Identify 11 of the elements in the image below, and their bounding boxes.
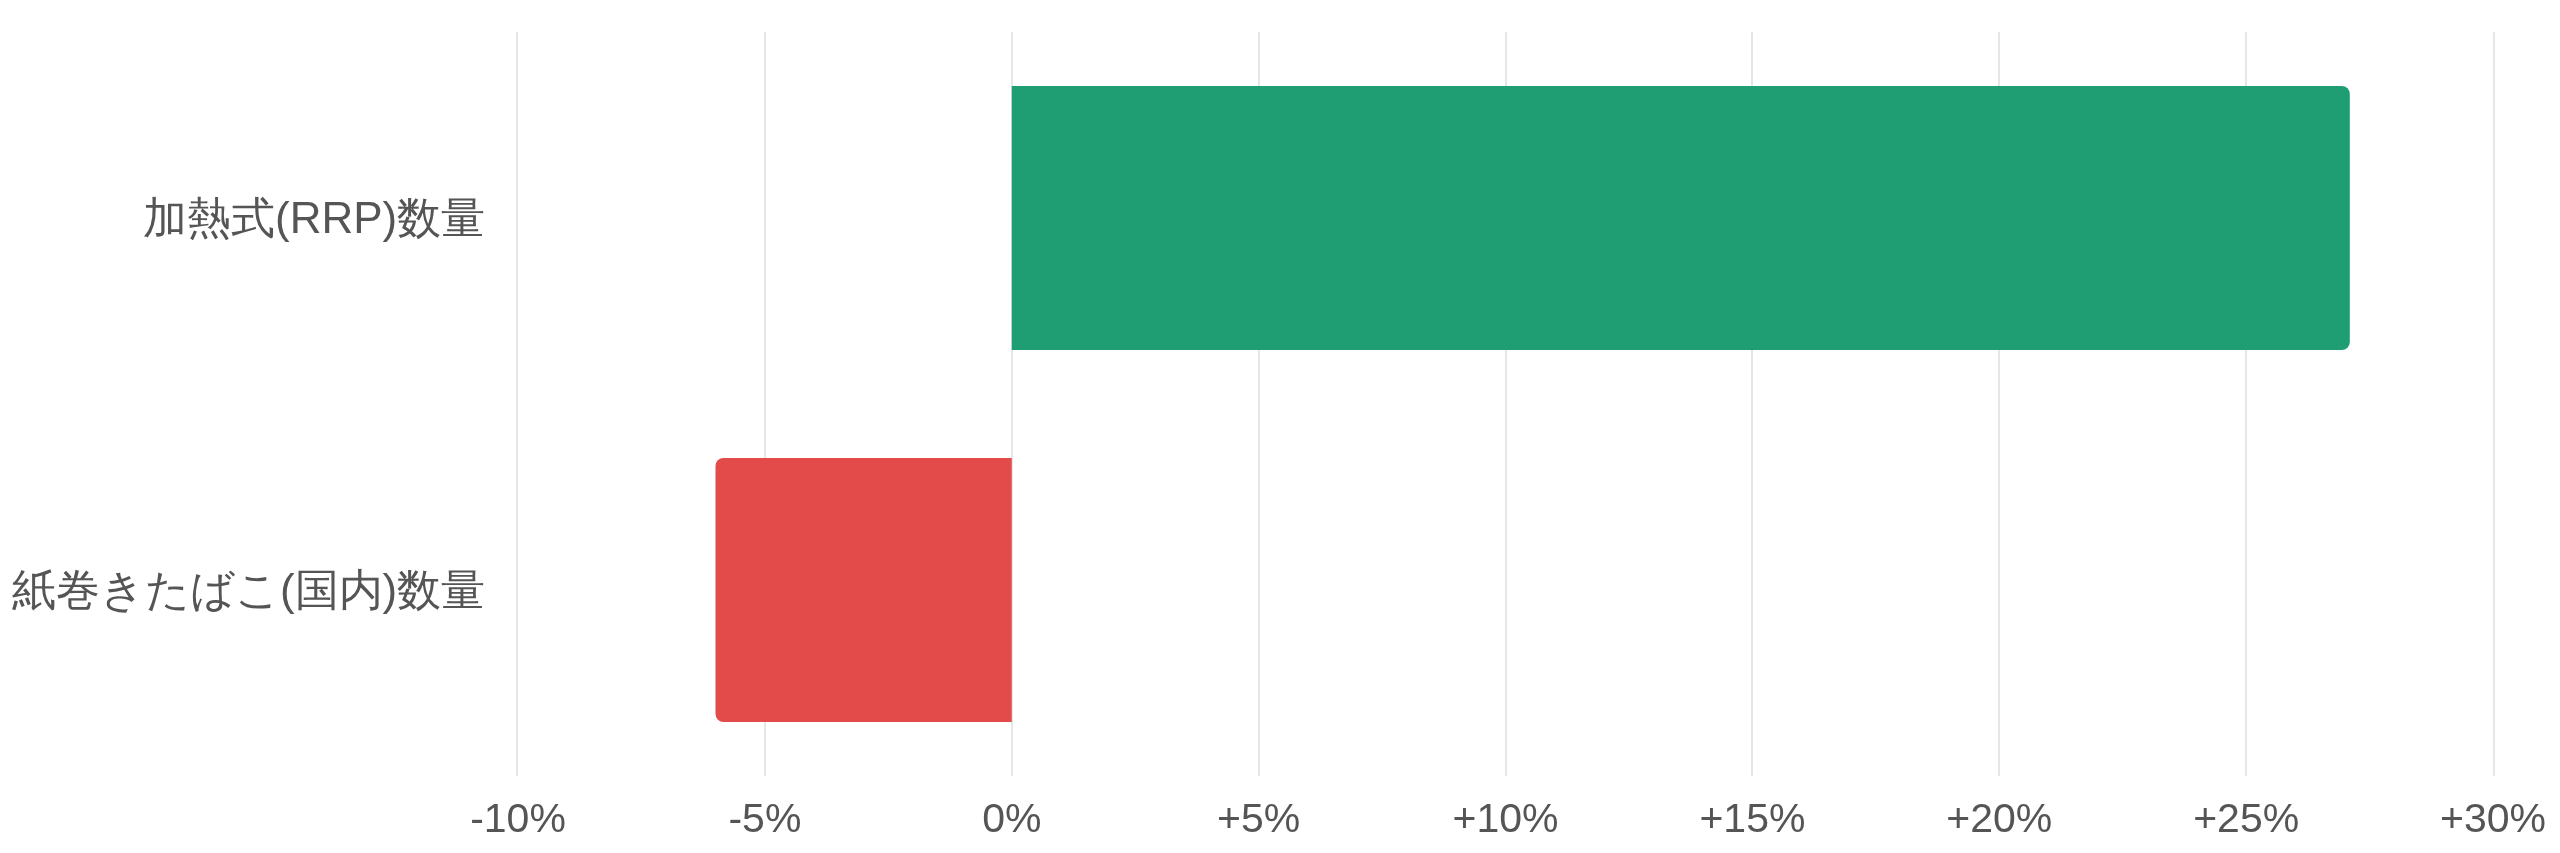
x-tick-label: +15%	[1699, 795, 1806, 841]
x-tick-label: 0%	[982, 795, 1042, 841]
x-tick-label: +30%	[2439, 795, 2547, 841]
x-tick-label: +25%	[2193, 795, 2300, 841]
x-tick-label: +10%	[1452, 795, 1559, 841]
x-tick-label: +20%	[1946, 795, 2053, 841]
x-tick-label: -10%	[470, 795, 566, 841]
y-tick-label: 加熱式(RRP)数量	[143, 193, 486, 243]
x-tick-label: -5%	[728, 795, 802, 841]
x-tick-label: +5%	[1217, 795, 1301, 841]
y-tick-label: 紙巻きたばこ(国内)数量	[11, 565, 486, 615]
